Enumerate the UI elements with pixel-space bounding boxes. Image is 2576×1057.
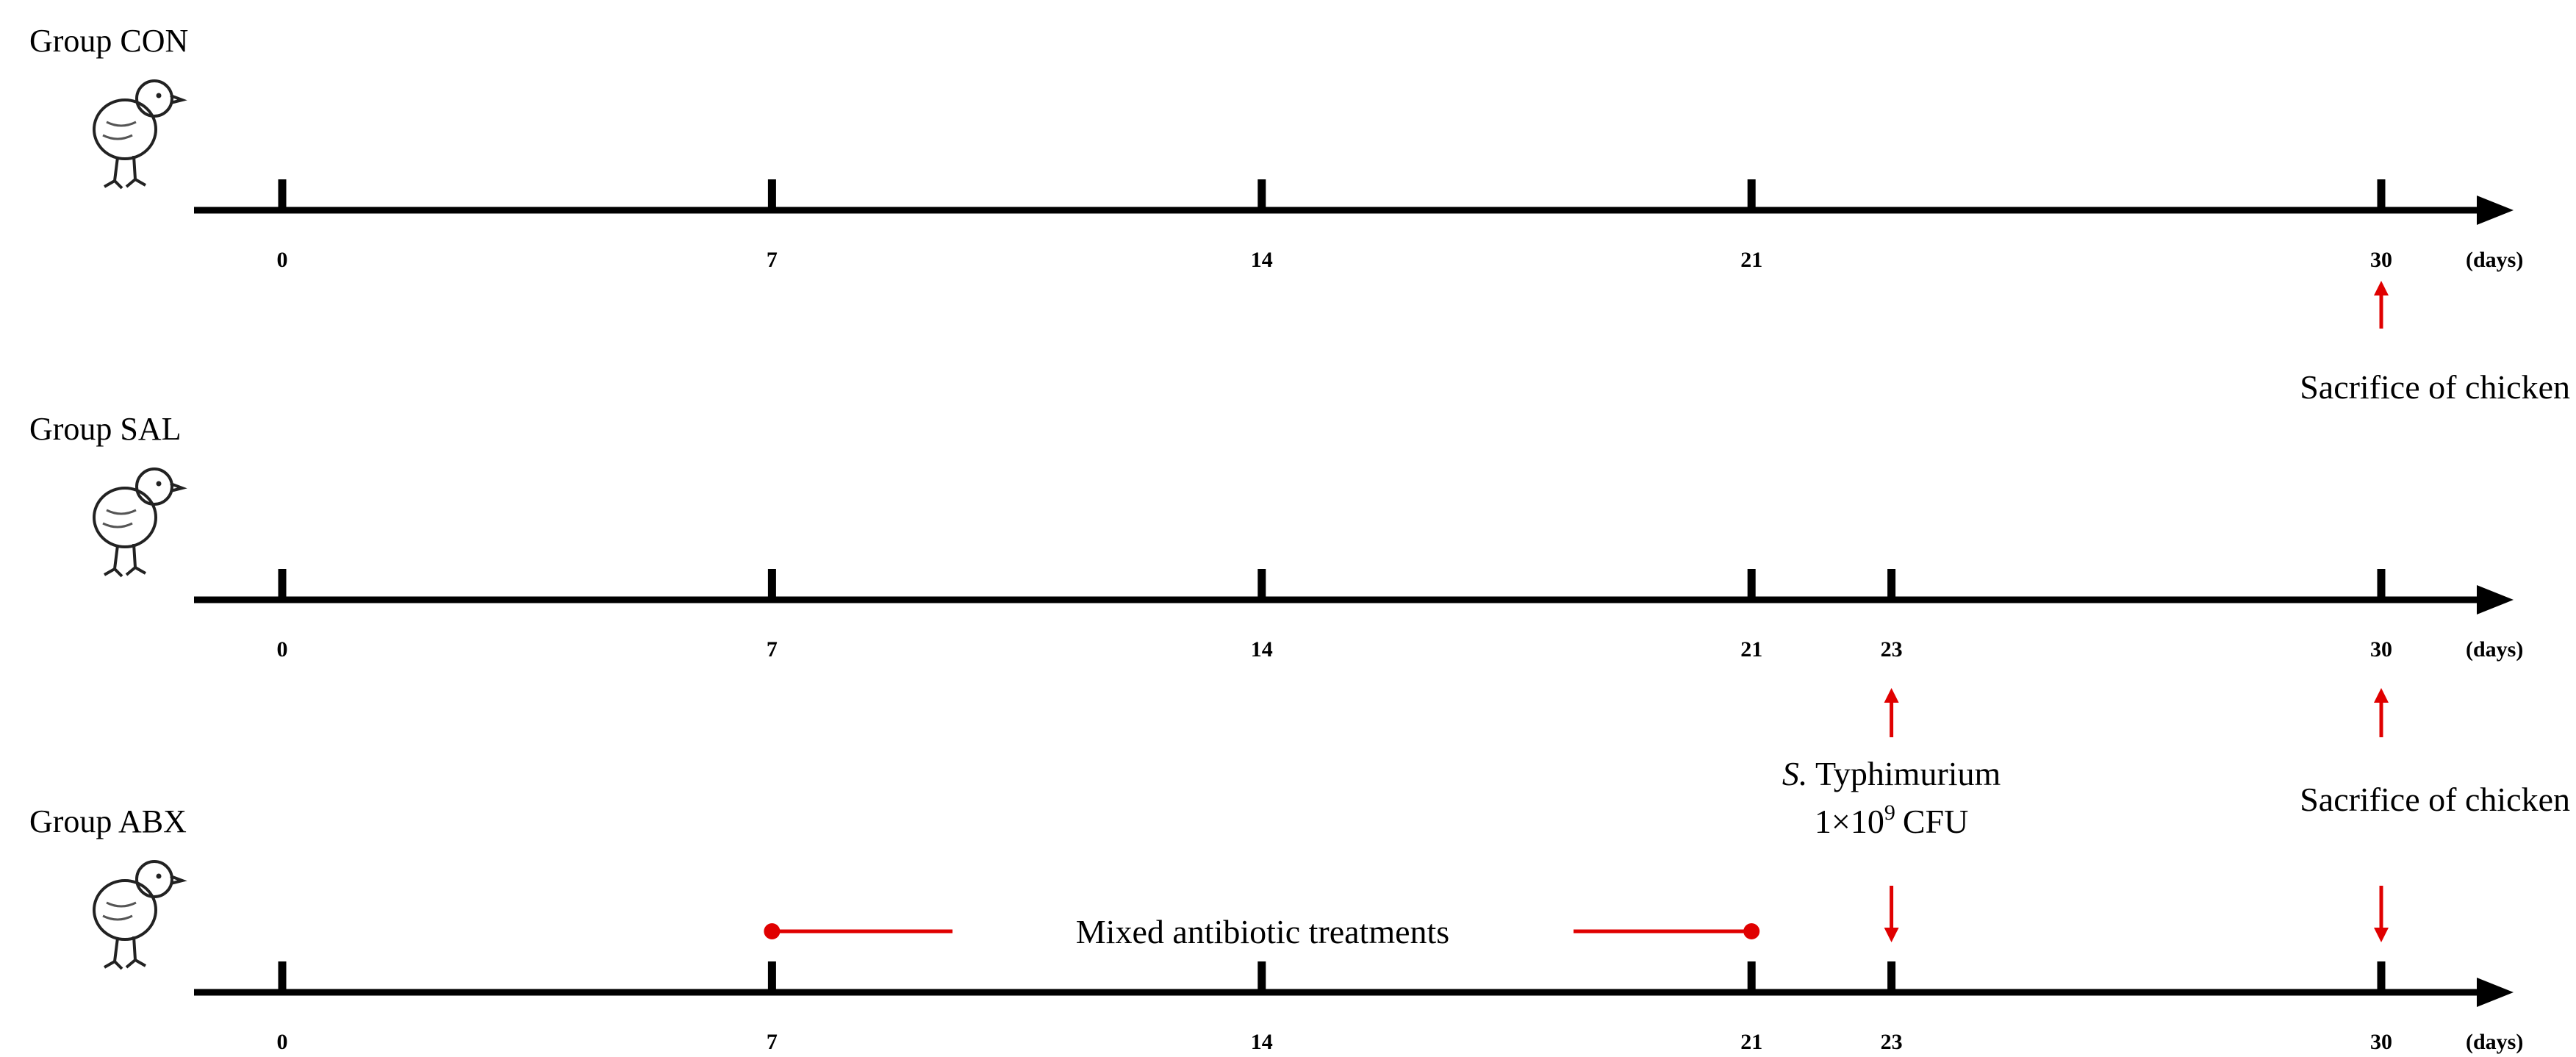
treatment-label: Mixed antibiotic treatments xyxy=(1076,913,1449,950)
tick-label: 30 xyxy=(2370,248,2392,272)
chick-icon xyxy=(93,860,184,970)
annotation: Sacrifice of chicken xyxy=(2300,368,2570,406)
unit-label: (days) xyxy=(2466,1030,2523,1054)
species-abbr: S. xyxy=(1782,755,1808,792)
axis-arrowhead xyxy=(2477,196,2514,225)
group-label: Group ABX xyxy=(29,803,187,839)
unit-label: (days) xyxy=(2466,637,2523,662)
dose-label: 1×109 CFU xyxy=(1815,800,1968,840)
tick-label: 14 xyxy=(1251,1030,1273,1054)
tick-label: 14 xyxy=(1251,637,1273,662)
tick-label: 21 xyxy=(1740,248,1762,272)
axis-arrowhead xyxy=(2477,978,2514,1007)
dose-base: 1×10 xyxy=(1815,803,1884,840)
infection-label: S. Typhimurium xyxy=(1782,755,2001,792)
tick-label: 0 xyxy=(277,248,288,272)
dose-unit: CFU xyxy=(1903,803,1968,840)
tick-label: 7 xyxy=(767,637,778,662)
chick-icon xyxy=(93,467,184,578)
axis-arrowhead xyxy=(2477,585,2514,615)
tick-label: 30 xyxy=(2370,637,2392,662)
chick-icon xyxy=(93,79,184,190)
dose-exponent: 9 xyxy=(1884,800,1895,825)
treatment-dot xyxy=(1743,923,1760,939)
tick-label: 23 xyxy=(1881,637,1903,662)
unit-label: (days) xyxy=(2466,248,2523,272)
tick-label: 21 xyxy=(1740,637,1762,662)
annotation: Sacrifice of chicken xyxy=(2300,781,2570,818)
tick-label: 21 xyxy=(1740,1030,1762,1054)
species: Typhimurium xyxy=(1815,755,2001,792)
group-label: Group CON xyxy=(29,23,188,59)
tick-label: 23 xyxy=(1881,1030,1903,1054)
tick-label: 30 xyxy=(2370,1030,2392,1054)
group-label: Group SAL xyxy=(29,411,182,447)
tick-label: 14 xyxy=(1251,248,1273,272)
treatment-dot xyxy=(764,923,781,939)
tick-label: 7 xyxy=(767,248,778,272)
tick-label: 7 xyxy=(767,1030,778,1054)
tick-label: 0 xyxy=(277,637,288,662)
tick-label: 0 xyxy=(277,1030,288,1054)
